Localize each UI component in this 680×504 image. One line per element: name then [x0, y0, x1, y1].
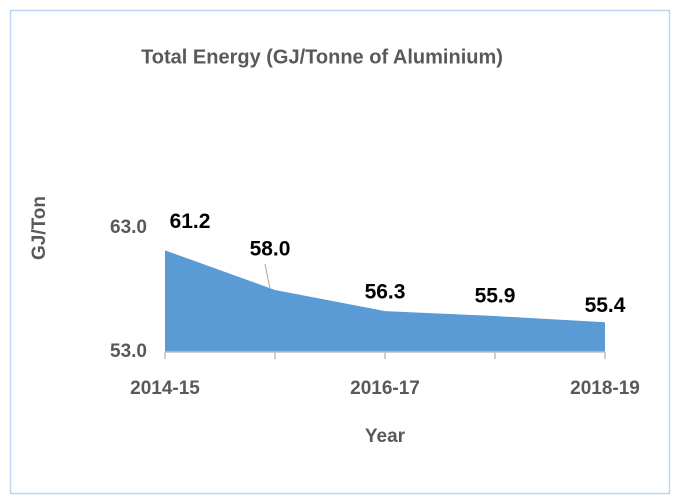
- data-label: 58.0: [250, 238, 291, 261]
- data-label: 55.9: [475, 285, 516, 308]
- chart-border: [9, 9, 671, 495]
- y-tick-label: 63.0: [110, 217, 147, 238]
- leader-line: [264, 263, 271, 290]
- x-tick-label: 2016-17: [350, 378, 420, 399]
- y-tick-label: 53.0: [110, 341, 147, 362]
- data-label: 61.2: [170, 210, 211, 233]
- x-tick-label: 2018-19: [570, 378, 640, 399]
- area: [165, 250, 605, 352]
- data-label: 55.4: [585, 294, 626, 317]
- x-axis-label: Year: [365, 426, 406, 447]
- x-tick-label: 2014-15: [130, 378, 200, 399]
- chart-title: Total Energy (GJ/Tonne of Aluminium): [141, 46, 503, 68]
- y-axis-label: GJ/Ton: [29, 196, 50, 260]
- data-label: 56.3: [365, 281, 406, 304]
